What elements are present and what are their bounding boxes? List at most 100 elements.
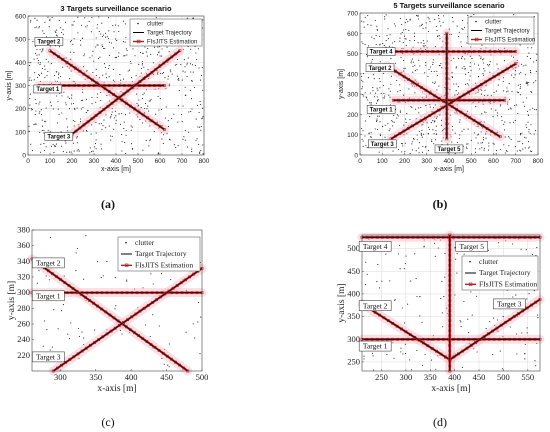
clutter-point <box>514 70 516 72</box>
clutter-point <box>495 150 498 152</box>
clutter-point <box>459 119 461 121</box>
clutter-point <box>50 82 53 84</box>
clutter-point <box>477 64 480 66</box>
estimation-marker <box>61 58 65 61</box>
clutter-point <box>386 34 388 37</box>
clutter-point <box>58 46 61 48</box>
clutter-point <box>78 67 80 69</box>
clutter-point <box>477 88 479 90</box>
clutter-point <box>519 140 521 142</box>
clutter-point <box>51 16 53 18</box>
clutter-point <box>528 293 530 295</box>
clutter-point <box>49 237 52 239</box>
clutter-point <box>517 140 519 142</box>
clutter-point <box>361 88 363 90</box>
clutter-point <box>94 146 96 148</box>
clutter-point <box>401 151 403 153</box>
clutter-point <box>535 130 537 132</box>
clutter-point <box>362 145 364 148</box>
estimation-marker <box>454 98 458 102</box>
target-label: Target 3 <box>497 300 522 309</box>
x-tick-label: 450 <box>160 372 173 382</box>
clutter-point <box>478 90 480 92</box>
panel-b: 0 100 200 300 400 500 600 700 800010020030040050… <box>338 1 544 173</box>
clutter-point <box>170 71 172 73</box>
clutter-point <box>533 133 535 135</box>
clutter-point <box>86 70 88 72</box>
clutter-point <box>201 67 203 69</box>
clutter-point <box>436 89 438 91</box>
estimation-marker <box>514 62 518 66</box>
clutter-point <box>418 147 420 149</box>
clutter-point <box>50 145 53 147</box>
clutter-point <box>522 148 524 150</box>
clutter-point <box>479 88 481 90</box>
clutter-point <box>414 70 416 72</box>
estimation-marker <box>69 63 73 67</box>
clutter-point <box>454 112 456 114</box>
clutter-point <box>108 76 110 78</box>
clutter-point <box>418 59 420 61</box>
clutter-point <box>391 120 393 122</box>
clutter-point <box>61 31 63 34</box>
clutter-point <box>416 295 418 298</box>
estimation-marker <box>497 72 501 76</box>
clutter-point <box>405 38 407 40</box>
clutter-point <box>481 113 483 115</box>
estimation-marker <box>467 90 470 94</box>
clutter-point <box>78 335 80 338</box>
clutter-point <box>427 133 430 135</box>
clutter-point <box>521 63 523 65</box>
clutter-point <box>364 135 366 137</box>
clutter-point <box>159 72 161 74</box>
clutter-point <box>126 280 128 282</box>
clutter-point <box>47 16 49 18</box>
clutter-point <box>399 111 401 113</box>
estimation-marker <box>495 326 499 330</box>
clutter-point <box>41 48 44 50</box>
clutter-point <box>424 119 426 121</box>
estimation-marker <box>395 324 399 328</box>
clutter-point <box>466 148 468 150</box>
estimation-marker <box>402 75 406 79</box>
clutter-point <box>362 72 364 75</box>
clutter-point <box>459 121 461 123</box>
clutter-point <box>177 79 179 81</box>
clutter-point <box>464 83 467 85</box>
clutter-point <box>461 55 463 57</box>
clutter-point <box>449 89 451 91</box>
clutter-point <box>129 60 131 62</box>
clutter-point <box>409 153 411 155</box>
clutter-point <box>142 52 144 54</box>
clutter-point <box>161 357 163 359</box>
estimation-marker <box>118 95 122 99</box>
clutter-point <box>483 121 485 123</box>
clutter-point <box>81 108 83 110</box>
clutter-point <box>51 346 53 348</box>
clutter-point <box>439 38 441 40</box>
target-label-box <box>434 144 464 154</box>
clutter-point <box>104 32 107 34</box>
clutter-point <box>45 275 47 277</box>
clutter-point <box>526 55 528 57</box>
clutter-point <box>371 36 373 38</box>
clutter-point <box>485 133 487 135</box>
clutter-point <box>378 151 380 153</box>
estimation-marker <box>112 93 116 96</box>
clutter-point <box>512 68 514 70</box>
clutter-point <box>467 71 470 74</box>
y-axis-label: y-axis [m] <box>338 69 345 99</box>
clutter-point <box>376 25 378 27</box>
estimation-marker <box>65 60 69 64</box>
clutter-point <box>441 312 443 314</box>
clutter-point <box>97 44 99 46</box>
clutter-point <box>38 73 40 76</box>
clutter-point <box>497 84 499 86</box>
clutter-point <box>45 107 47 109</box>
clutter-point <box>158 63 160 65</box>
target-label: Target 1 <box>363 342 388 351</box>
clutter-point <box>523 65 525 67</box>
clutter-point <box>200 125 202 128</box>
estimation-marker <box>411 80 415 84</box>
clutter-point <box>373 369 375 371</box>
